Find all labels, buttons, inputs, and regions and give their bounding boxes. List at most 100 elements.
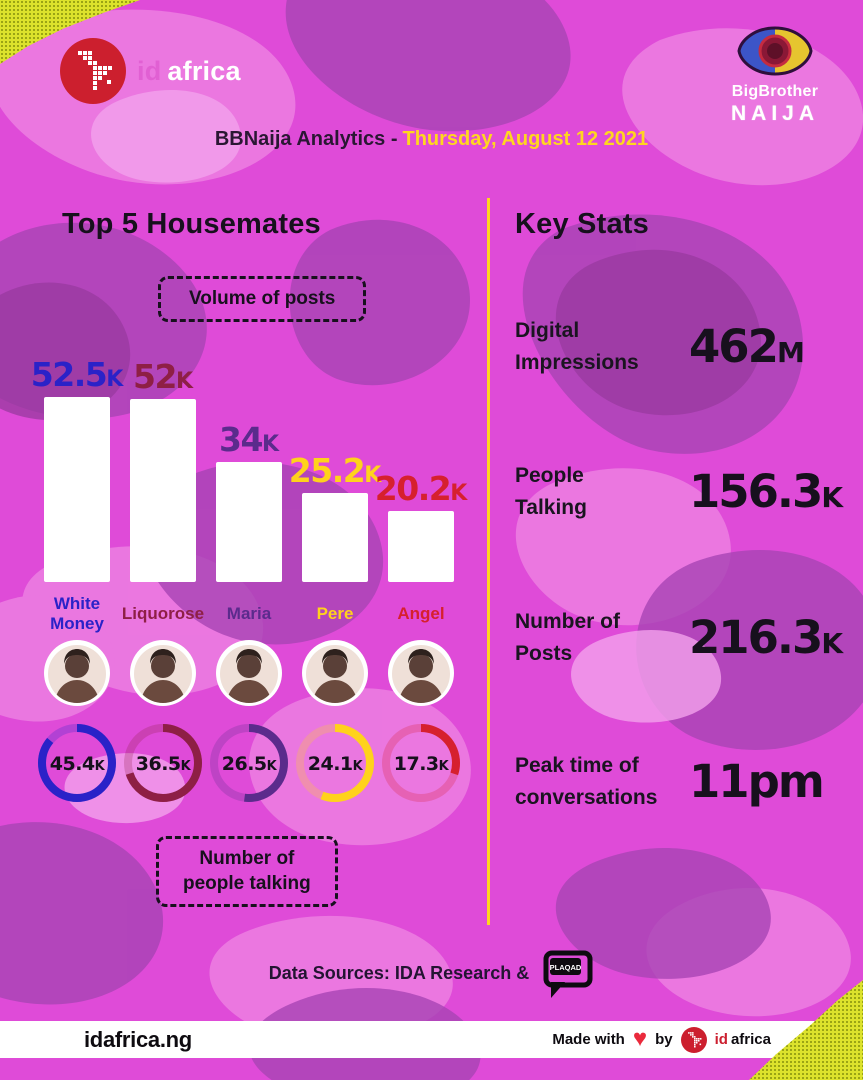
bbn-naija-text: NAIJA [730,102,819,125]
volume-bar-maria [216,462,282,582]
person-avatar-icon [216,640,282,706]
bbn-bigbrother-text: BigBrother [731,83,819,100]
footer-brand-text: id africa [715,1031,771,1048]
ring-gauge-icon: 36.5K [124,724,202,802]
stat-label-line1: People [515,464,584,487]
bar-zone-maria: 34K [216,350,282,582]
person-avatar-icon [130,640,196,706]
keystats-heading: Key Stats [515,208,649,240]
idafrica-logo-mark [680,1026,707,1053]
talking-ring-angel: 17.3K [378,720,464,806]
stat-row-digital-impressions: Digital Impressions 462M [515,315,855,378]
idafrica-logo-mark [60,38,126,104]
people-talking-line1: Number of [199,848,295,869]
avatar-liquorose [130,640,196,706]
stat-label-line1: Number of [515,610,620,633]
housemates-chart: 52.5K White Money [31,350,467,806]
heart-icon: ♥ [632,1024,648,1052]
bbn-eye-icon [737,26,813,76]
bar-value-label: 34K [219,420,279,459]
stat-label: Number of Posts [515,606,689,669]
stat-label: People Talking [515,460,689,523]
volume-bar-angel [388,511,454,582]
people-talking-line2: people talking [183,872,311,894]
avatar-angel [388,640,454,706]
idafrica-brand: id africa [60,38,241,104]
svg-text:26.5K: 26.5K [222,753,278,775]
stat-label: Peak time of conversations [515,750,689,813]
ring-gauge-icon: 26.5K [210,724,288,802]
svg-text:17.3K: 17.3K [394,753,450,775]
bar-value-label: 20.2K [374,469,468,508]
stat-row-people-talking: People Talking 156.3K [515,460,855,523]
page-title: BBNaija Analytics - Thursday, August 12 2… [0,128,863,151]
stat-label-line2: conversations [515,785,658,809]
ring-gauge-icon: 45.4K [38,724,116,802]
stat-row-number-of-posts: Number of Posts 216.3K [515,606,855,669]
brand-id-text: id [137,55,162,86]
avatar-white-money [44,640,110,706]
housemate-name: Liquorose [121,604,205,624]
ring-gauge-icon: 17.3K [382,724,460,802]
housemate-name: Maria [226,604,272,624]
stat-value-suffix: K [821,627,844,660]
housemate-column-pere: 25.2K Pere [289,350,381,806]
bar-value-label: 25.2K [288,451,382,490]
big-brother-naija-logo: BigBrother NAIJA [710,26,840,126]
housemate-column-maria: 34K Maria [210,350,288,806]
stat-value-number: 216.3 [689,611,823,664]
talking-ring-white-money: 45.4K [34,720,120,806]
stat-label-line2: Talking [515,495,587,519]
data-sources-text: Data Sources: IDA Research & [268,962,530,983]
brand-africa-text: africa [167,55,241,86]
person-avatar-icon [388,640,454,706]
top5-heading: Top 5 Housemates [62,208,321,240]
volume-bar-liquorose [130,399,196,582]
stat-value: 156.3K [689,465,843,518]
by-text: by [655,1031,673,1048]
made-with-text: Made with [552,1031,625,1048]
bar-zone-liquorose: 52K [130,350,196,582]
website-url: idafrica.ng [84,1026,192,1052]
footer-brand-id: id [714,1031,728,1048]
bar-value-label: 52K [133,357,193,396]
housemate-name: White Money [50,594,104,633]
person-avatar-icon [302,640,368,706]
svg-text:24.1K: 24.1K [308,753,364,775]
footer-brand-africa: africa [730,1031,771,1048]
stat-label-line2: Impressions [515,350,639,374]
plaqad-logo-icon: PLAQAD [543,950,593,998]
page-title-prefix: BBNaija Analytics - [214,128,398,150]
volume-of-posts-box: Volume of posts [158,276,367,322]
made-with-credit: Made with ♥ by id africa [552,1024,771,1053]
housemate-column-angel: 20.2K Angel [375,350,467,806]
housemate-column-white-money: 52.5K White Money [31,350,123,806]
volume-bar-pere [302,493,368,582]
talking-ring-maria: 26.5K [206,720,292,806]
housemate-name: Pere [316,604,354,624]
volume-bar-white-money [44,397,110,582]
data-sources: Data Sources: IDA Research & PLAQAD [0,946,863,1000]
ring-gauge-icon: 24.1K [296,724,374,802]
bar-value-label: 52.5K [30,355,124,394]
footer-bar: idafrica.ng Made with ♥ by id africa [0,1021,863,1058]
avatar-pere [302,640,368,706]
stat-label: Digital Impressions [515,315,689,378]
person-avatar-icon [44,640,110,706]
svg-text:36.5K: 36.5K [136,753,192,775]
bar-zone-pere: 25.2K [289,350,381,582]
housemate-column-liquorose: 52K Liquorose [122,350,204,806]
stat-label-line2: Posts [515,641,573,665]
idafrica-brand-text: id africa [137,56,241,87]
page-title-date: Thursday, August 12 2021 [402,128,649,150]
svg-text:45.4K: 45.4K [50,753,106,775]
plaqad-logo-text: PLAQAD [550,963,582,972]
stat-value-suffix: K [821,481,844,514]
avatar-maria [216,640,282,706]
stat-value: 216.3K [689,611,843,664]
bar-zone-white-money: 52.5K [31,350,123,582]
stat-value-number: 462 [689,320,779,373]
bar-zone-angel: 20.2K [375,350,467,582]
